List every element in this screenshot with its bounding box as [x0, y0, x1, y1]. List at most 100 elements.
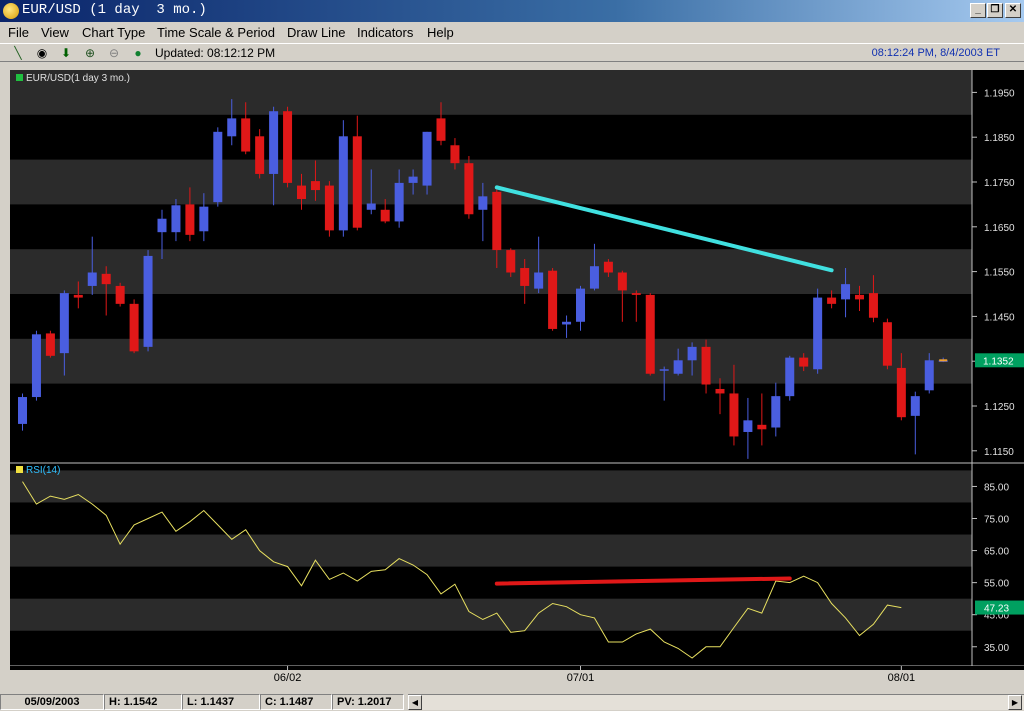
minimize-button[interactable]: _: [970, 3, 986, 18]
candle: [659, 366, 669, 401]
candle-body: [868, 293, 878, 318]
zoom-in-icon[interactable]: ⊕: [84, 46, 96, 60]
app-icon: [3, 3, 19, 19]
rsi-band: [10, 598, 972, 631]
candle-body: [185, 204, 195, 235]
candle: [464, 156, 474, 219]
candle-body: [757, 424, 767, 430]
candle: [687, 342, 697, 376]
candle-body: [450, 145, 460, 164]
target-icon[interactable]: ◉: [36, 46, 48, 60]
candle: [589, 243, 599, 291]
candle: [645, 293, 655, 376]
rsi-tick-label: 65.00: [984, 547, 1009, 558]
last-price-box: [975, 353, 1024, 368]
current-datetime: 08:12:24 PM, 8/4/2003 ET: [871, 47, 1000, 59]
candle: [283, 106, 293, 188]
menu-file[interactable]: File: [8, 25, 29, 40]
candle-body: [785, 357, 795, 397]
candle: [394, 169, 404, 228]
candle: [813, 288, 823, 374]
candle: [422, 131, 432, 195]
rsi-line: [22, 481, 902, 659]
price-tick-label: 1.1250: [984, 402, 1015, 413]
price-legend-swatch: [16, 74, 23, 81]
updated-time: Updated: 08:12:12 PM: [155, 46, 276, 60]
candle-body: [576, 288, 585, 322]
status-date: 05/09/2003: [0, 694, 104, 710]
close-button[interactable]: ✕: [1005, 3, 1021, 18]
candle-body: [143, 255, 153, 347]
candle: [59, 290, 69, 376]
price-band: [10, 70, 972, 115]
price-tick-label: 1.1450: [984, 312, 1015, 323]
candle: [827, 290, 837, 309]
status-bar: 05/09/2003 H: 1.1542 L: 1.1437 C: 1.1487…: [0, 693, 1024, 711]
candle: [31, 330, 41, 401]
candle: [213, 127, 223, 207]
menu-indicators[interactable]: Indicators: [357, 25, 414, 40]
menu-draw-line[interactable]: Draw Line: [287, 25, 346, 40]
candle: [924, 353, 934, 394]
price-band: [10, 159, 972, 205]
candle-body: [492, 191, 502, 251]
candle-body: [729, 393, 739, 437]
price-band: [10, 249, 972, 294]
candle-body: [241, 118, 251, 152]
candle: [562, 315, 572, 338]
candle-body: [882, 322, 892, 366]
rsi-last-box: [975, 600, 1024, 615]
candle-body: [157, 218, 167, 233]
price-tick-label: 1.1850: [984, 133, 1015, 144]
candle: [45, 330, 55, 358]
rsi-panel-title: RSI(14): [26, 465, 60, 476]
price-tick-label: 1.1950: [984, 88, 1015, 99]
candle-body: [129, 303, 139, 352]
horizontal-scrollbar[interactable]: ◀ ▶: [408, 694, 1024, 710]
restore-button[interactable]: ❐: [987, 3, 1003, 18]
candle: [673, 348, 683, 376]
candle: [478, 182, 488, 242]
status-pv: PV: 1.2017: [332, 694, 404, 710]
menu-chart-type[interactable]: Chart Type: [82, 25, 146, 40]
chart-svg[interactable]: 1.1950 1.1850 1.1750 1.1650 1.1550 1.1450 1.13…: [10, 70, 1024, 670]
candle: [241, 102, 251, 155]
candle: [352, 115, 362, 231]
price-panel-title: EUR/USD(1 day 3 mo.): [26, 73, 130, 84]
rsi-legend-swatch: [16, 466, 23, 473]
candle: [185, 187, 195, 242]
candle-body: [562, 321, 572, 325]
candle: [366, 169, 376, 215]
chart-area[interactable]: 1.1950 1.1850 1.1750 1.1650 1.1550 1.1450 1.13…: [10, 70, 1024, 670]
scroll-left-icon[interactable]: ◀: [408, 695, 422, 710]
candle-body: [408, 176, 418, 183]
menu-view[interactable]: View: [41, 25, 69, 40]
candle-body: [297, 185, 306, 200]
candle-body: [548, 270, 558, 329]
scroll-right-icon[interactable]: ▶: [1008, 695, 1022, 710]
draw-line-icon[interactable]: ╲: [14, 46, 22, 60]
x-tick-label: 07/01: [566, 672, 595, 684]
status-close: C: 1.1487: [260, 694, 332, 710]
candle-body: [366, 203, 376, 210]
candle-body: [45, 333, 55, 356]
title-bar[interactable]: EUR/USD (1 day 3 mo.) _ ❐ ✕: [0, 0, 1024, 22]
rsi-tick-label: 55.00: [984, 579, 1009, 590]
candle: [297, 173, 306, 210]
zoom-out-icon[interactable]: ⊖: [108, 46, 120, 60]
candle: [129, 299, 139, 354]
candle-body: [771, 396, 781, 428]
candle: [785, 355, 795, 401]
globe-icon[interactable]: ●: [134, 46, 142, 60]
candle: [87, 236, 97, 295]
candle-body: [464, 163, 474, 215]
price-band: [10, 338, 972, 384]
candle: [73, 281, 83, 309]
rsi-tick-label: 85.00: [984, 482, 1009, 493]
menu-time-scale-period[interactable]: Time Scale & Period: [157, 25, 276, 40]
candle: [143, 250, 153, 352]
candle-body: [589, 266, 599, 289]
menu-help[interactable]: Help: [427, 25, 454, 40]
down-arrow-icon[interactable]: ⬇: [60, 46, 72, 60]
candle: [715, 378, 725, 415]
